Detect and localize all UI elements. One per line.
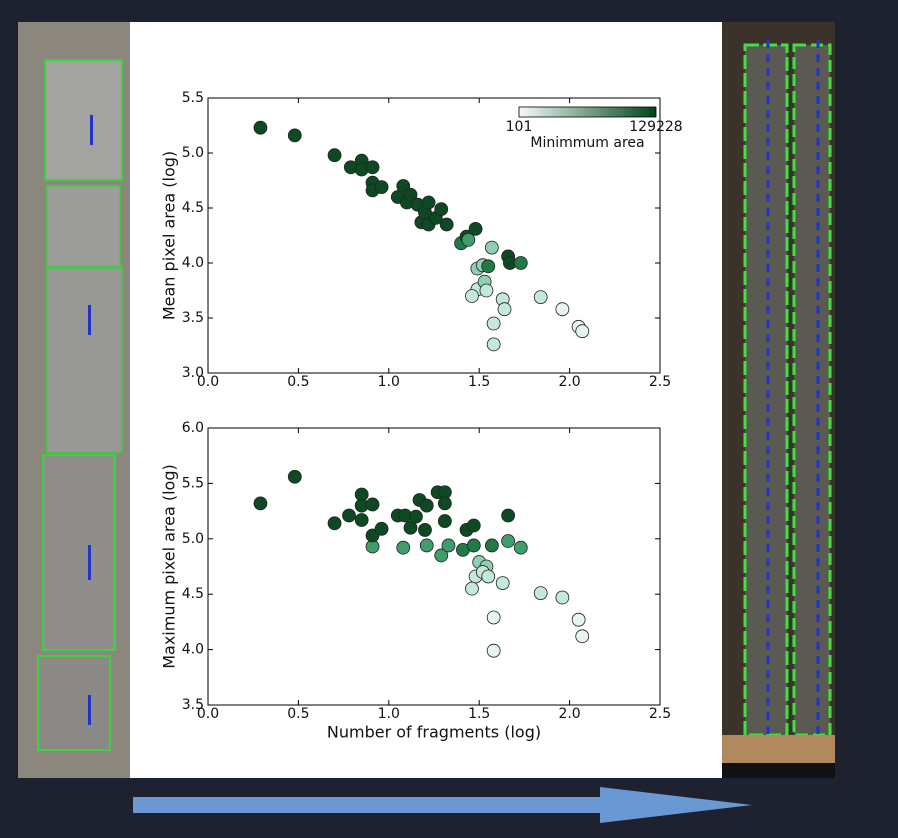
data-point bbox=[486, 643, 501, 658]
data-point bbox=[468, 221, 483, 236]
x-tick-label: 2.5 bbox=[649, 374, 671, 390]
x-axis-label: Number of fragments (log) bbox=[327, 723, 541, 742]
x-tick-label: 1.0 bbox=[378, 706, 400, 722]
data-point bbox=[396, 540, 411, 555]
y-tick-label: 4.5 bbox=[182, 200, 204, 216]
data-point bbox=[501, 508, 516, 523]
data-point bbox=[421, 195, 436, 210]
data-point bbox=[287, 469, 302, 484]
y-axis-label: Mean pixel area (log) bbox=[160, 151, 179, 320]
chart-panel bbox=[130, 22, 722, 778]
y-tick-label: 3.5 bbox=[182, 697, 204, 713]
data-point bbox=[465, 289, 479, 303]
colorbar-max-label: 129228 bbox=[629, 119, 682, 135]
data-point bbox=[437, 496, 452, 511]
data-point bbox=[374, 180, 389, 195]
data-point bbox=[327, 148, 342, 163]
x-tick-label: 0.0 bbox=[197, 706, 219, 722]
data-point bbox=[441, 538, 456, 553]
data-point bbox=[253, 496, 268, 511]
data-point bbox=[513, 540, 528, 555]
data-point bbox=[374, 521, 389, 536]
data-point bbox=[466, 538, 481, 553]
data-point bbox=[481, 569, 496, 584]
colorbar-min-label: 101 bbox=[506, 119, 533, 135]
data-point bbox=[465, 581, 479, 596]
x-tick-label: 2.0 bbox=[558, 374, 580, 390]
plot-area bbox=[207, 97, 661, 374]
data-point bbox=[365, 497, 380, 512]
y-tick-label: 5.0 bbox=[182, 145, 204, 161]
y-tick-label: 3.0 bbox=[182, 365, 204, 381]
left-core-photo bbox=[18, 22, 130, 778]
arrow bbox=[133, 787, 752, 823]
x-tick-label: 2.0 bbox=[558, 706, 580, 722]
data-point bbox=[497, 302, 512, 317]
data-point bbox=[419, 498, 434, 513]
data-point bbox=[495, 576, 510, 591]
data-point bbox=[409, 509, 423, 524]
y-tick-label: 5.0 bbox=[182, 531, 204, 547]
x-tick-label: 1.5 bbox=[468, 374, 490, 390]
data-point bbox=[434, 202, 449, 217]
y-tick-label: 5.5 bbox=[182, 475, 204, 491]
plot-area bbox=[207, 427, 661, 706]
y-tick-label: 4.0 bbox=[182, 642, 204, 658]
data-point bbox=[555, 302, 570, 317]
data-point bbox=[439, 217, 454, 232]
data-point bbox=[365, 160, 380, 175]
data-point bbox=[287, 128, 302, 143]
data-point bbox=[484, 240, 499, 255]
data-point bbox=[501, 534, 516, 548]
data-point bbox=[419, 538, 434, 553]
data-point bbox=[571, 612, 586, 627]
x-tick-label: 0.5 bbox=[287, 706, 309, 722]
y-tick-label: 3.5 bbox=[182, 310, 204, 326]
data-point bbox=[479, 283, 494, 298]
data-point bbox=[418, 523, 432, 537]
data-point bbox=[486, 610, 501, 625]
x-tick-label: 1.0 bbox=[378, 374, 400, 390]
data-point bbox=[575, 324, 590, 339]
y-tick-label: 4.0 bbox=[182, 255, 204, 271]
x-tick-label: 0.5 bbox=[287, 374, 309, 390]
data-point bbox=[466, 518, 481, 533]
data-point bbox=[461, 232, 476, 247]
y-tick-label: 6.0 bbox=[182, 420, 204, 436]
y-tick-label: 5.5 bbox=[182, 90, 204, 106]
data-point bbox=[327, 516, 342, 531]
data-point bbox=[437, 514, 452, 528]
data-point bbox=[342, 508, 356, 523]
data-point bbox=[486, 316, 501, 331]
colorbar-title: Minimmum area bbox=[530, 135, 644, 151]
y-axis-label: Maximum pixel area (log) bbox=[160, 464, 179, 669]
colorbar bbox=[518, 106, 657, 118]
data-point bbox=[434, 548, 449, 563]
data-point bbox=[533, 586, 548, 600]
x-tick-label: 1.5 bbox=[468, 706, 490, 722]
data-point bbox=[555, 590, 570, 605]
x-tick-label: 2.5 bbox=[649, 706, 671, 722]
data-point bbox=[481, 259, 496, 274]
data-point bbox=[513, 256, 528, 270]
data-point bbox=[253, 120, 268, 135]
y-tick-label: 4.5 bbox=[182, 586, 204, 602]
data-point bbox=[575, 629, 590, 644]
x-tick-label: 0.0 bbox=[197, 374, 219, 390]
data-point bbox=[354, 513, 369, 527]
data-point bbox=[403, 520, 418, 535]
right-core-photo bbox=[722, 22, 835, 778]
data-point bbox=[533, 290, 548, 305]
data-point bbox=[486, 337, 501, 352]
data-point bbox=[484, 538, 499, 553]
data-point bbox=[403, 187, 418, 202]
